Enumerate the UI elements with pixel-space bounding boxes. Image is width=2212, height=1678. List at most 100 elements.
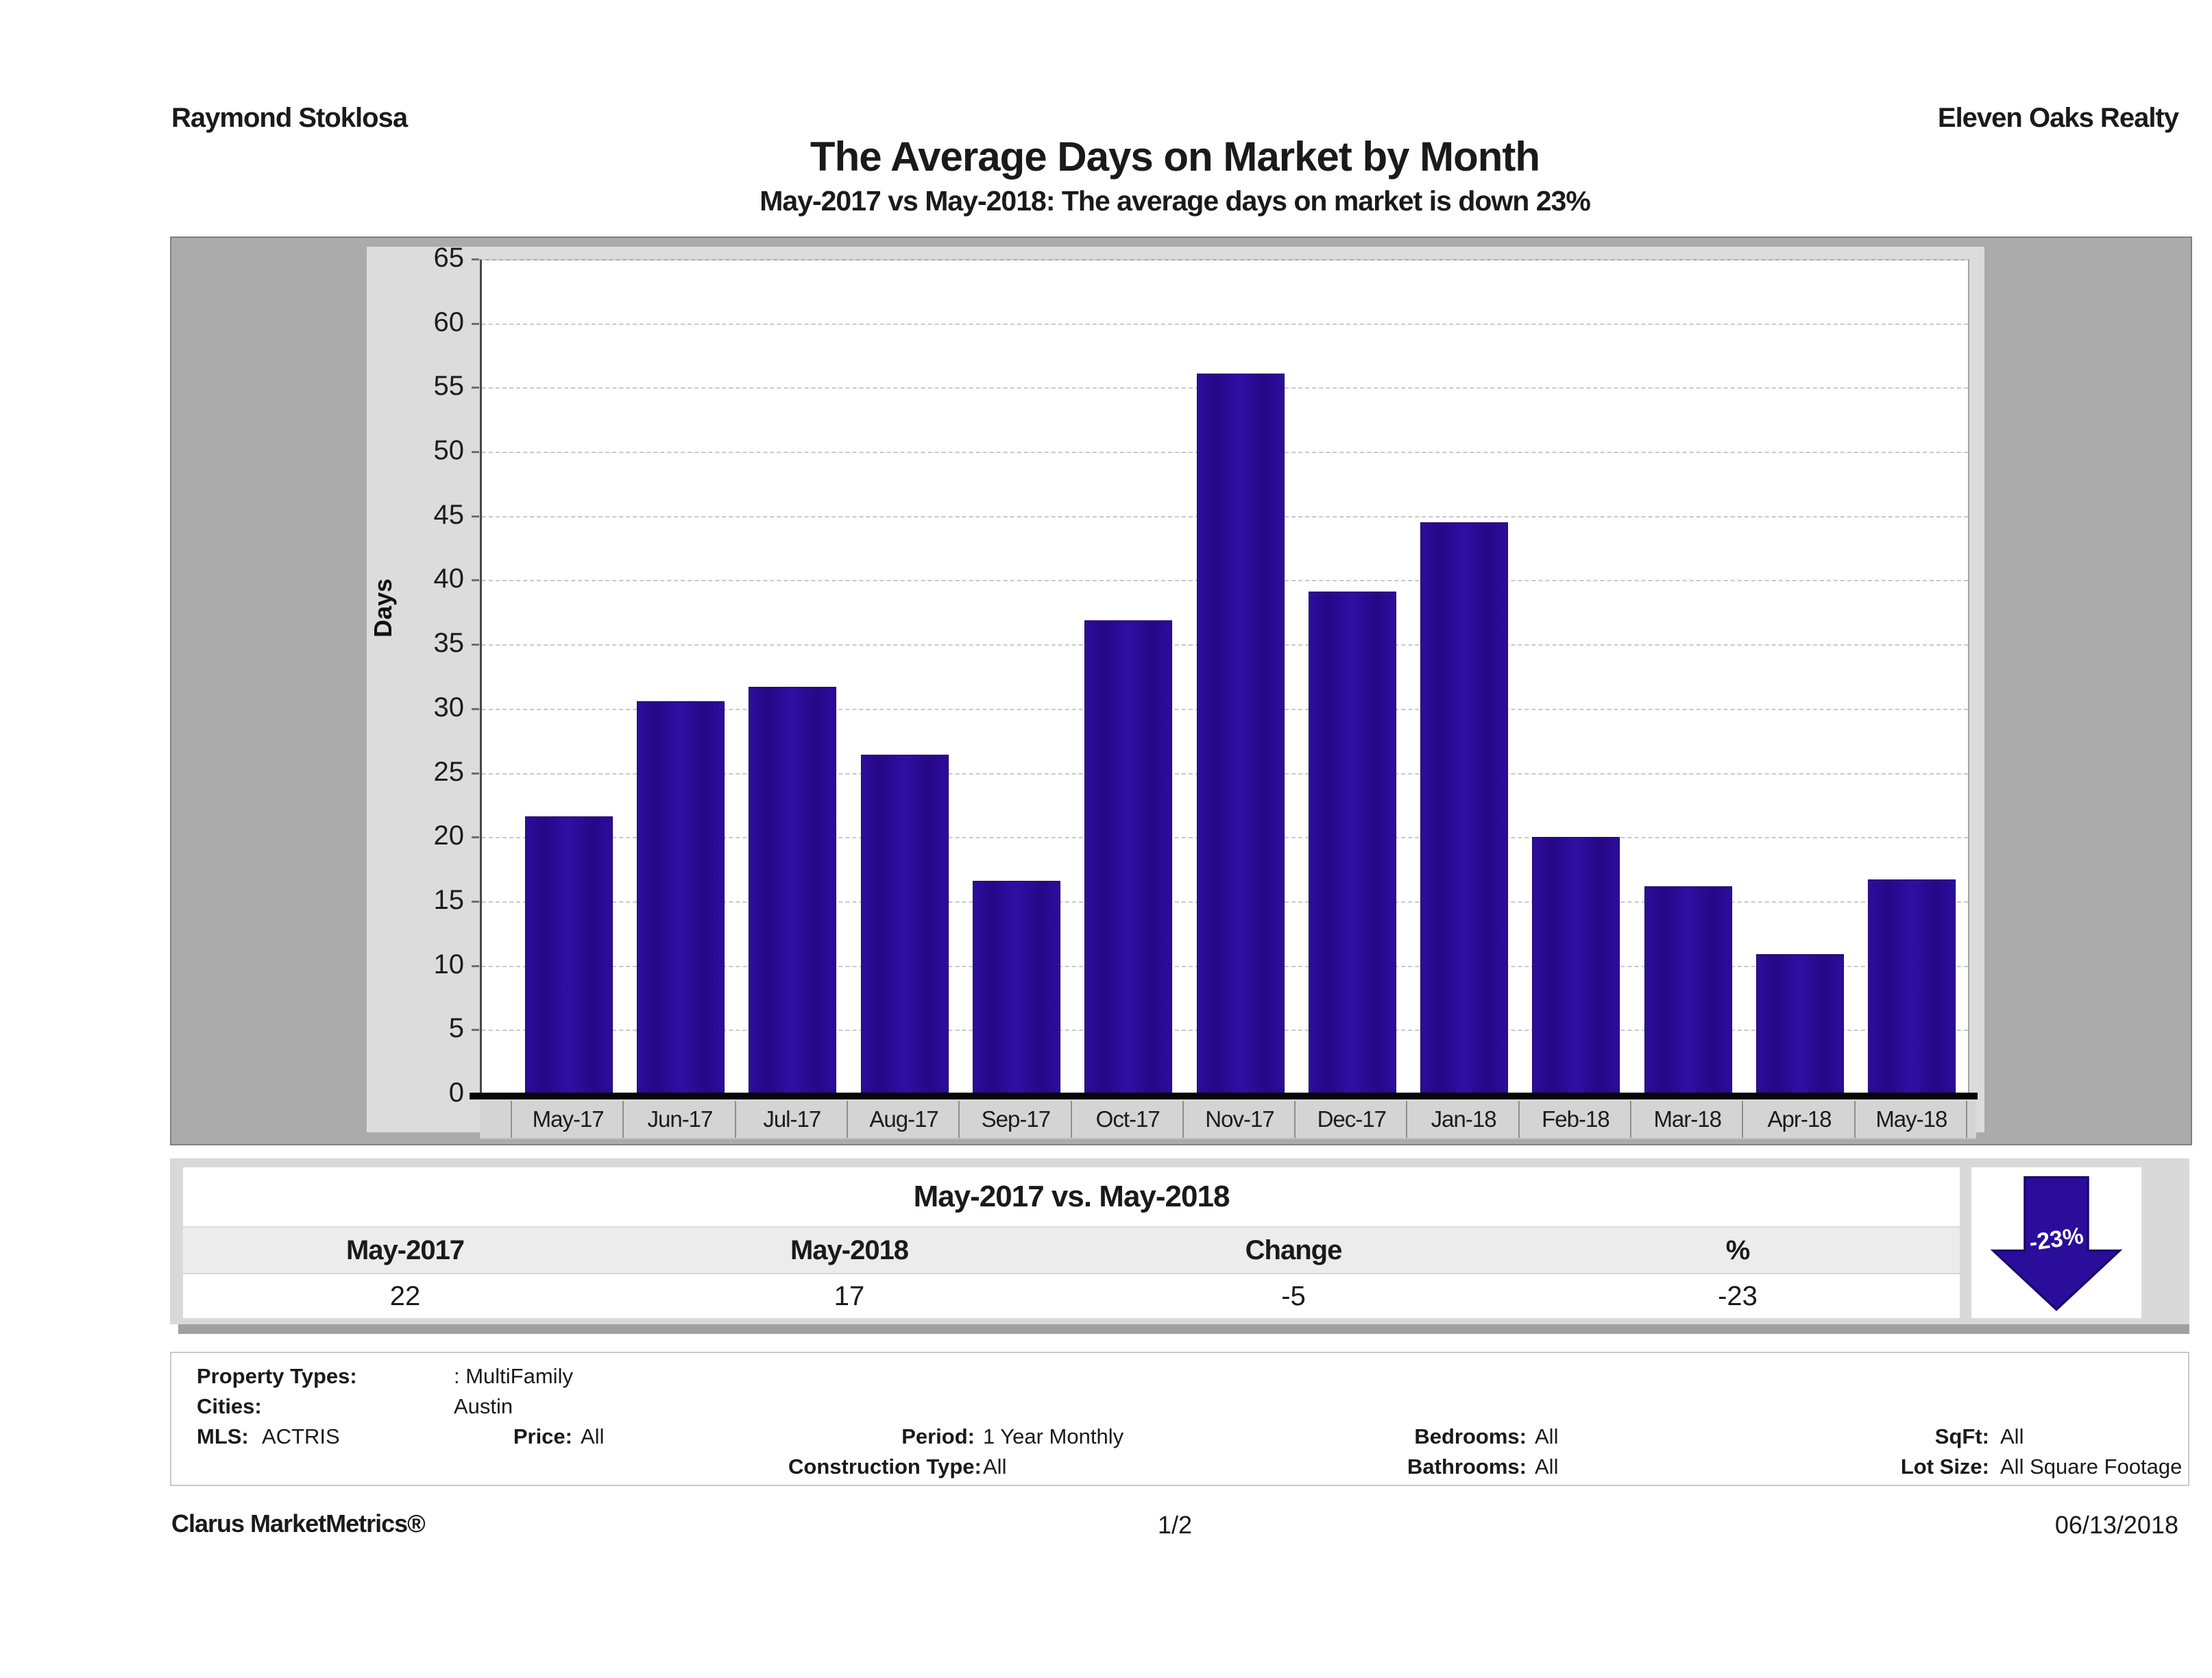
y-tick-mark-25 xyxy=(472,772,479,775)
agent-name: Raymond Stoklosa xyxy=(171,103,408,133)
cities-label: Cities: xyxy=(197,1394,262,1418)
property-types-value: : MultiFamily xyxy=(454,1364,573,1388)
property-types-label: Property Types: xyxy=(197,1364,357,1388)
bathrooms-value: All xyxy=(1535,1455,1559,1479)
criteria-box: Property Types: : MultiFamily Cities: Au… xyxy=(170,1352,2189,1486)
x-tick-label-May-17: May-17 xyxy=(511,1101,624,1138)
y-tick-mark-40 xyxy=(472,579,479,582)
y-tick-label-15: 15 xyxy=(433,884,465,915)
x-axis-end-tick xyxy=(1966,1101,1967,1138)
change-indicator: -23% xyxy=(1971,1167,2141,1318)
y-tick-mark-15 xyxy=(472,900,479,903)
summary-panel-shadow xyxy=(178,1324,2189,1334)
bar-Oct-17 xyxy=(1084,620,1173,1095)
x-tick-label-Feb-18: Feb-18 xyxy=(1518,1101,1631,1138)
x-axis-labels: May-17 Jun-17 Jul-17 Aug-17 Sep-17 Oct-17 Nov-… xyxy=(480,1101,1976,1139)
page-subtitle: May-2017 vs May-2018: The average days o… xyxy=(759,185,1591,217)
y-tick-mark-45 xyxy=(472,515,479,518)
bar-Aug-17 xyxy=(860,755,949,1095)
y-tick-mark-60 xyxy=(472,322,479,325)
bar-Nov-17 xyxy=(1196,373,1285,1095)
price-value: All xyxy=(581,1424,605,1448)
bar-Feb-18 xyxy=(1532,837,1620,1095)
bar-Apr-18 xyxy=(1756,953,1845,1095)
y-tick-mark-50 xyxy=(472,451,479,454)
period-label: Period: xyxy=(901,1424,975,1448)
summary-col-header-0: May-2017 xyxy=(345,1235,465,1265)
bar-May-17 xyxy=(524,816,613,1095)
construction-type-label: Construction Type: xyxy=(788,1455,982,1479)
page-title: The Average Days on Market by Month xyxy=(810,134,1540,180)
y-tick-label-0: 0 xyxy=(448,1078,464,1108)
bar-Sep-17 xyxy=(972,881,1060,1095)
page-number: 1/2 xyxy=(1157,1511,1193,1539)
summary-col-header-3: % xyxy=(1725,1235,1751,1265)
y-tick-label-40: 40 xyxy=(433,563,465,594)
x-tick-label-Aug-17: Aug-17 xyxy=(846,1101,960,1138)
x-tick-label-Oct-17: Oct-17 xyxy=(1070,1101,1184,1138)
summary-col-header-1: May-2018 xyxy=(790,1235,909,1265)
y-tick-label-35: 35 xyxy=(433,628,465,659)
x-tick-label-Nov-17: Nov-17 xyxy=(1182,1101,1296,1138)
x-tick-label-Dec-17: Dec-17 xyxy=(1294,1101,1407,1138)
gridline-60 xyxy=(482,323,1968,325)
summary-col-value-1: 17 xyxy=(834,1280,865,1311)
x-tick-label-Jul-17: Jul-17 xyxy=(734,1101,848,1138)
cities-value: Austin xyxy=(454,1394,513,1418)
y-tick-mark-5 xyxy=(472,1029,479,1032)
y-tick-label-55: 55 xyxy=(433,371,465,402)
gridline-65 xyxy=(482,259,1968,260)
y-tick-mark-20 xyxy=(472,836,479,839)
bar-Mar-18 xyxy=(1644,886,1732,1095)
company-name: Eleven Oaks Realty xyxy=(1937,103,2179,133)
summary-col-value-2: -5 xyxy=(1281,1280,1306,1311)
brand-name: Clarus MarketMetrics® xyxy=(171,1509,426,1537)
period-value: 1 Year Monthly xyxy=(983,1424,1124,1448)
y-tick-mark-35 xyxy=(472,644,479,646)
x-tick-label-Jan-18: Jan-18 xyxy=(1406,1101,1519,1138)
y-tick-mark-10 xyxy=(472,964,479,967)
y-tick-mark-30 xyxy=(472,707,479,710)
y-tick-mark-55 xyxy=(472,387,479,389)
y-tick-label-20: 20 xyxy=(433,820,465,851)
y-tick-label-30: 30 xyxy=(433,692,465,722)
summary-col-value-3: -23 xyxy=(1718,1280,1758,1311)
y-tick-label-45: 45 xyxy=(433,499,465,530)
down-arrow-icon xyxy=(1990,1176,2123,1311)
summary-value-row: 22 17 -5 -23 xyxy=(183,1274,1960,1318)
x-axis-line xyxy=(470,1093,1978,1099)
bar-Jul-17 xyxy=(749,687,837,1095)
construction-type-value: All xyxy=(983,1455,1007,1479)
x-tick-label-Apr-18: Apr-18 xyxy=(1742,1101,1855,1138)
x-tick-label-Mar-18: Mar-18 xyxy=(1630,1101,1743,1138)
y-tick-label-50: 50 xyxy=(433,435,465,466)
bedrooms-label: Bedrooms: xyxy=(1414,1424,1527,1448)
bar-May-18 xyxy=(1868,879,1956,1095)
y-tick-label-5: 5 xyxy=(448,1013,464,1044)
y-tick-label-65: 65 xyxy=(433,243,465,273)
x-tick-label-Sep-17: Sep-17 xyxy=(958,1101,1071,1138)
y-axis-labels: 0 5 10 15 20 25 30 35 40 45 50 55 60 65 xyxy=(367,243,470,1132)
lot-size-label: Lot Size: xyxy=(1900,1455,1989,1479)
x-tick-label-May-18: May-18 xyxy=(1854,1101,1967,1138)
summary-col-value-0: 22 xyxy=(389,1280,421,1311)
y-tick-label-25: 25 xyxy=(433,756,465,787)
price-label: Price: xyxy=(513,1424,572,1448)
bar-Dec-17 xyxy=(1308,592,1396,1095)
plot-area xyxy=(480,259,1969,1095)
summary-header-row: May-2017 May-2018 Change% xyxy=(183,1228,1960,1273)
y-tick-label-60: 60 xyxy=(433,306,465,337)
lot-size-value: All Square Footage xyxy=(2000,1455,2183,1479)
report-date: 06/13/2018 xyxy=(2054,1511,2178,1539)
bedrooms-value: All xyxy=(1535,1424,1559,1448)
mls-value: ACTRIS xyxy=(262,1424,340,1448)
sqft-label: SqFt: xyxy=(1934,1424,1989,1448)
summary-col-header-2: Change xyxy=(1245,1235,1343,1265)
mls-label: MLS: xyxy=(197,1424,249,1448)
summary-heading: May-2017 vs. May-2018 xyxy=(183,1167,1960,1226)
x-tick-label-Jun-17: Jun-17 xyxy=(622,1101,736,1138)
sqft-value: All xyxy=(2000,1424,2024,1448)
bathrooms-label: Bathrooms: xyxy=(1407,1455,1527,1479)
bar-Jun-17 xyxy=(636,701,725,1095)
